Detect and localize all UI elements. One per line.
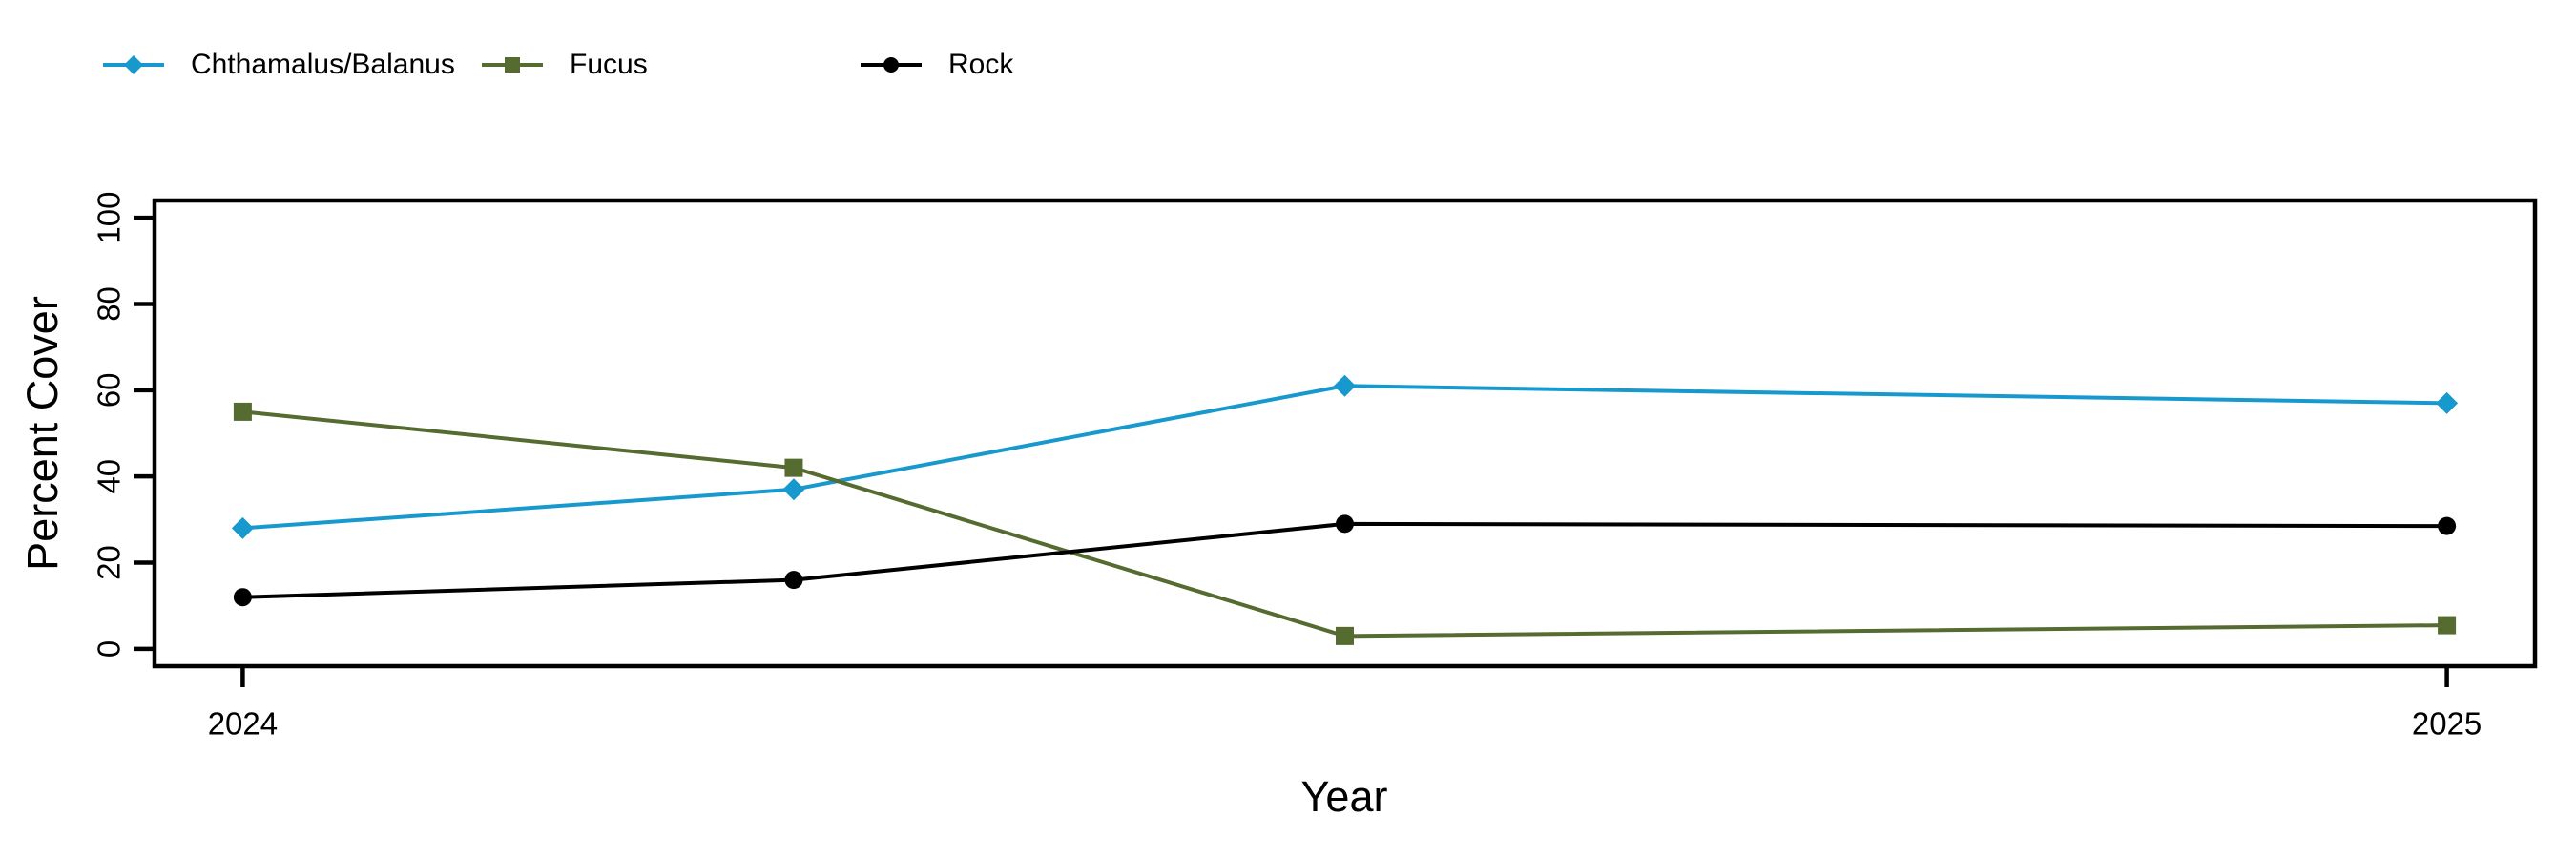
square-marker-icon	[1336, 626, 1354, 645]
legend-label: Rock	[948, 49, 1014, 80]
legend-item-rock: Rock	[861, 48, 1013, 82]
y-tick-label: 100	[92, 192, 127, 244]
y-tick-label: 0	[92, 640, 127, 658]
circle-marker-icon	[861, 57, 922, 73]
x-tick-label: 2024	[208, 706, 278, 742]
diamond-marker-icon	[124, 55, 143, 74]
plot-border	[152, 198, 2538, 669]
diamond-marker-icon	[103, 55, 164, 74]
x-tick-label: 2025	[2412, 706, 2482, 742]
circle-marker-icon	[883, 57, 899, 73]
square-marker-icon	[784, 458, 803, 477]
legend-label: Fucus	[570, 49, 648, 80]
diamond-marker-icon	[1334, 374, 1356, 397]
square-marker-icon	[482, 57, 543, 73]
circle-marker-icon	[1336, 514, 1354, 534]
square-marker-icon	[2438, 616, 2457, 635]
diamond-marker-icon	[231, 516, 254, 539]
square-marker-icon	[505, 57, 520, 73]
y-tick-label: 20	[92, 545, 127, 580]
series-line-rock	[242, 521, 2447, 599]
legend-label: Chthamalus/Balanus	[191, 49, 455, 80]
square-marker-icon	[233, 402, 252, 421]
legend-item-fucus: Fucus	[482, 48, 648, 82]
diamond-marker-icon	[2436, 391, 2459, 414]
series-line-chthamalus-balanus	[242, 384, 2447, 531]
y-tick-label: 40	[92, 459, 127, 494]
circle-marker-icon	[784, 571, 803, 590]
x-axis-title: Year	[1300, 772, 1388, 821]
circle-marker-icon	[2438, 516, 2457, 535]
legend: Chthamalus/Balanus Fucus Rock	[0, 0, 2576, 105]
y-tick-label: 60	[92, 372, 127, 408]
y-tick-label: 80	[92, 286, 127, 322]
legend-item-chthamalus-balanus: Chthamalus/Balanus	[103, 48, 455, 82]
diamond-marker-icon	[782, 478, 805, 501]
circle-marker-icon	[233, 588, 252, 607]
